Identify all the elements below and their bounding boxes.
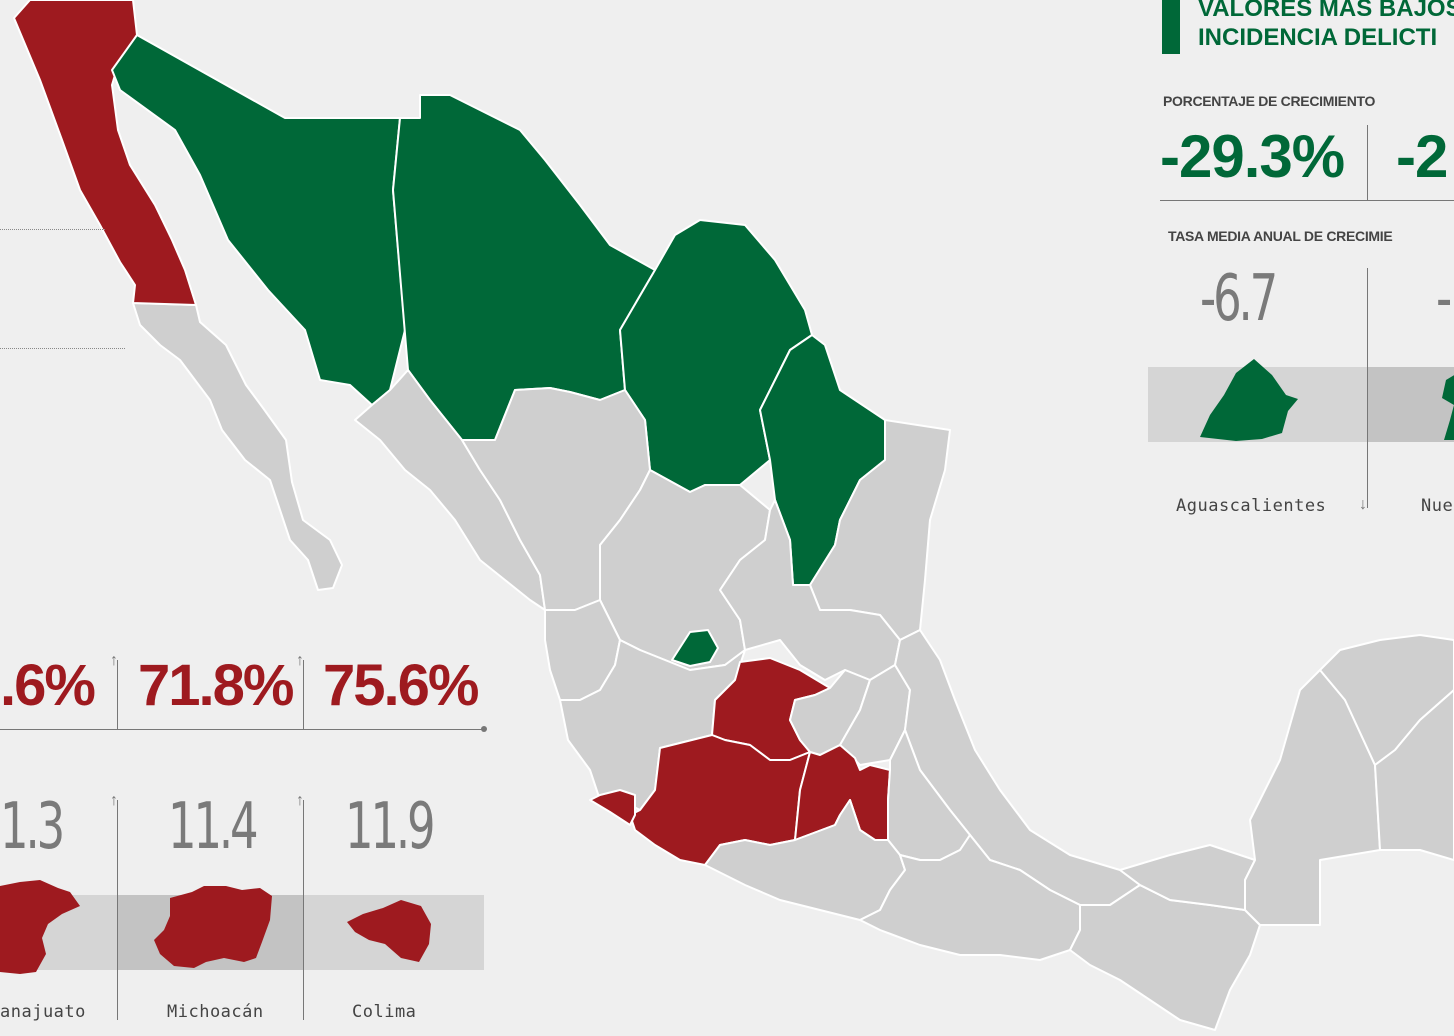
aguascalientes-shape-icon (1200, 359, 1298, 441)
growth-value-bottom-3: 75.6% (323, 653, 479, 718)
legend-top-title-line2: INCIDENCIA DELICTI (1198, 24, 1438, 51)
state-label-top-2: Nue (1421, 496, 1454, 516)
map-state-quintana-roo[interactable] (1374, 689, 1454, 861)
up-arrow-icon: ↑ (296, 652, 304, 669)
map-state-yucatan[interactable] (1319, 634, 1454, 766)
nuevo-leon-shape-icon (1442, 358, 1454, 440)
legend-top-title-line1: VALORES MÁS BAJOS (1198, 0, 1454, 22)
growth-value-top-1: -29.3% (1160, 123, 1345, 190)
shape-band-top-dark (1368, 367, 1454, 442)
divider-bottom-tma-1 (117, 800, 118, 1020)
tma-header-top: TASA MEDIA ANUAL DE CRECIMIE (1168, 228, 1393, 244)
map-state-aguascalientes[interactable] (671, 629, 719, 667)
growth-value-bottom-2: 71.8% (138, 653, 294, 718)
state-label-top-1: Aguascalientes (1176, 496, 1327, 516)
growth-value-top-2: -2 (1396, 123, 1448, 190)
baseline-dot (481, 726, 487, 732)
divider-bottom-tma-2 (303, 800, 304, 1020)
map-state-baja-california[interactable] (13, 0, 197, 306)
legend-top-green-bar (1162, 0, 1180, 54)
tma-value-bottom-2: 11.4 (168, 790, 259, 864)
state-label-bottom-1: anajuato (0, 1002, 86, 1022)
down-arrow-icon: ↓ (1359, 496, 1367, 513)
baseline-bottom-growth (0, 729, 485, 730)
tma-value-top-2: - (1436, 262, 1452, 336)
up-arrow-icon: ↑ (110, 792, 118, 809)
baseline-top-growth (1160, 200, 1454, 201)
leader-line-2 (0, 348, 125, 349)
leader-line-1 (0, 229, 105, 230)
growth-header-top: PORCENTAJE DE CRECIMIENTO (1163, 93, 1376, 109)
map-state-baja-california-sur[interactable] (132, 302, 343, 591)
divider-top-growth (1367, 125, 1368, 200)
divider-bottom-2 (303, 660, 304, 730)
state-label-bottom-2: Michoacán (167, 1002, 264, 1022)
map-state-colima[interactable] (589, 789, 636, 826)
growth-value-bottom-1: .6% (0, 653, 96, 718)
tma-value-bottom-1: 1.3 (0, 790, 65, 864)
colima-shape-icon (347, 900, 431, 962)
map-state-guerrero[interactable] (704, 799, 906, 921)
map-state-chihuahua[interactable] (392, 94, 656, 441)
state-label-bottom-3: Colima (352, 1002, 417, 1022)
legend-top-title: VALORES MÁS BAJOS INCIDENCIA DELICTI (1198, 0, 1454, 52)
tma-value-top-1: -6.7 (1200, 262, 1278, 336)
up-arrow-icon: ↑ (296, 792, 304, 809)
guanajuato-shape-icon (0, 880, 80, 974)
divider-bottom-1 (117, 660, 118, 730)
tma-value-bottom-3: 11.9 (345, 790, 436, 864)
michoacan-shape-icon (154, 886, 272, 968)
divider-top-tma (1367, 268, 1368, 508)
up-arrow-icon: ↑ (110, 652, 118, 669)
